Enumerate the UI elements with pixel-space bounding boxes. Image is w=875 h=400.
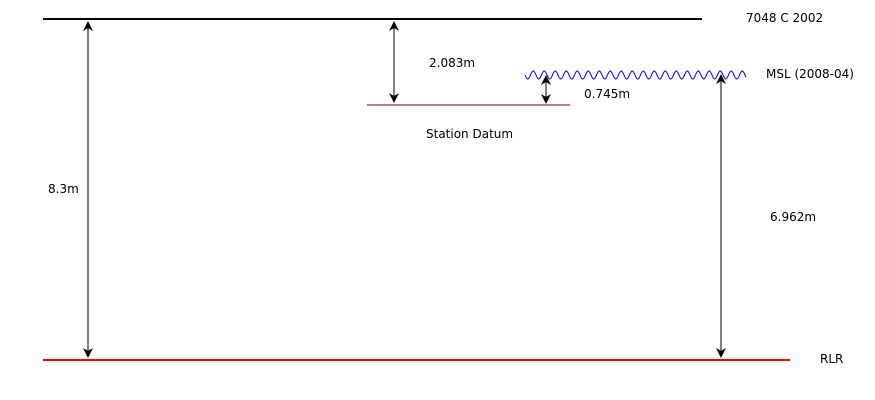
measurement-msl-to-rlr: 6.962m <box>770 210 816 224</box>
benchmark-label: 7048 C 2002 <box>746 11 823 25</box>
rlr-label: RLR <box>820 352 843 366</box>
measurement-station-datum-to-msl: 0.745m <box>584 87 630 101</box>
measurement-benchmark-to-station-datum: 2.083m <box>429 56 475 70</box>
msl-wave-line <box>524 70 747 80</box>
measurement-benchmark-to-rlr: 8.3m <box>48 182 79 196</box>
msl-label: MSL (2008-04) <box>766 67 854 81</box>
station-datum-label: Station Datum <box>426 127 513 141</box>
